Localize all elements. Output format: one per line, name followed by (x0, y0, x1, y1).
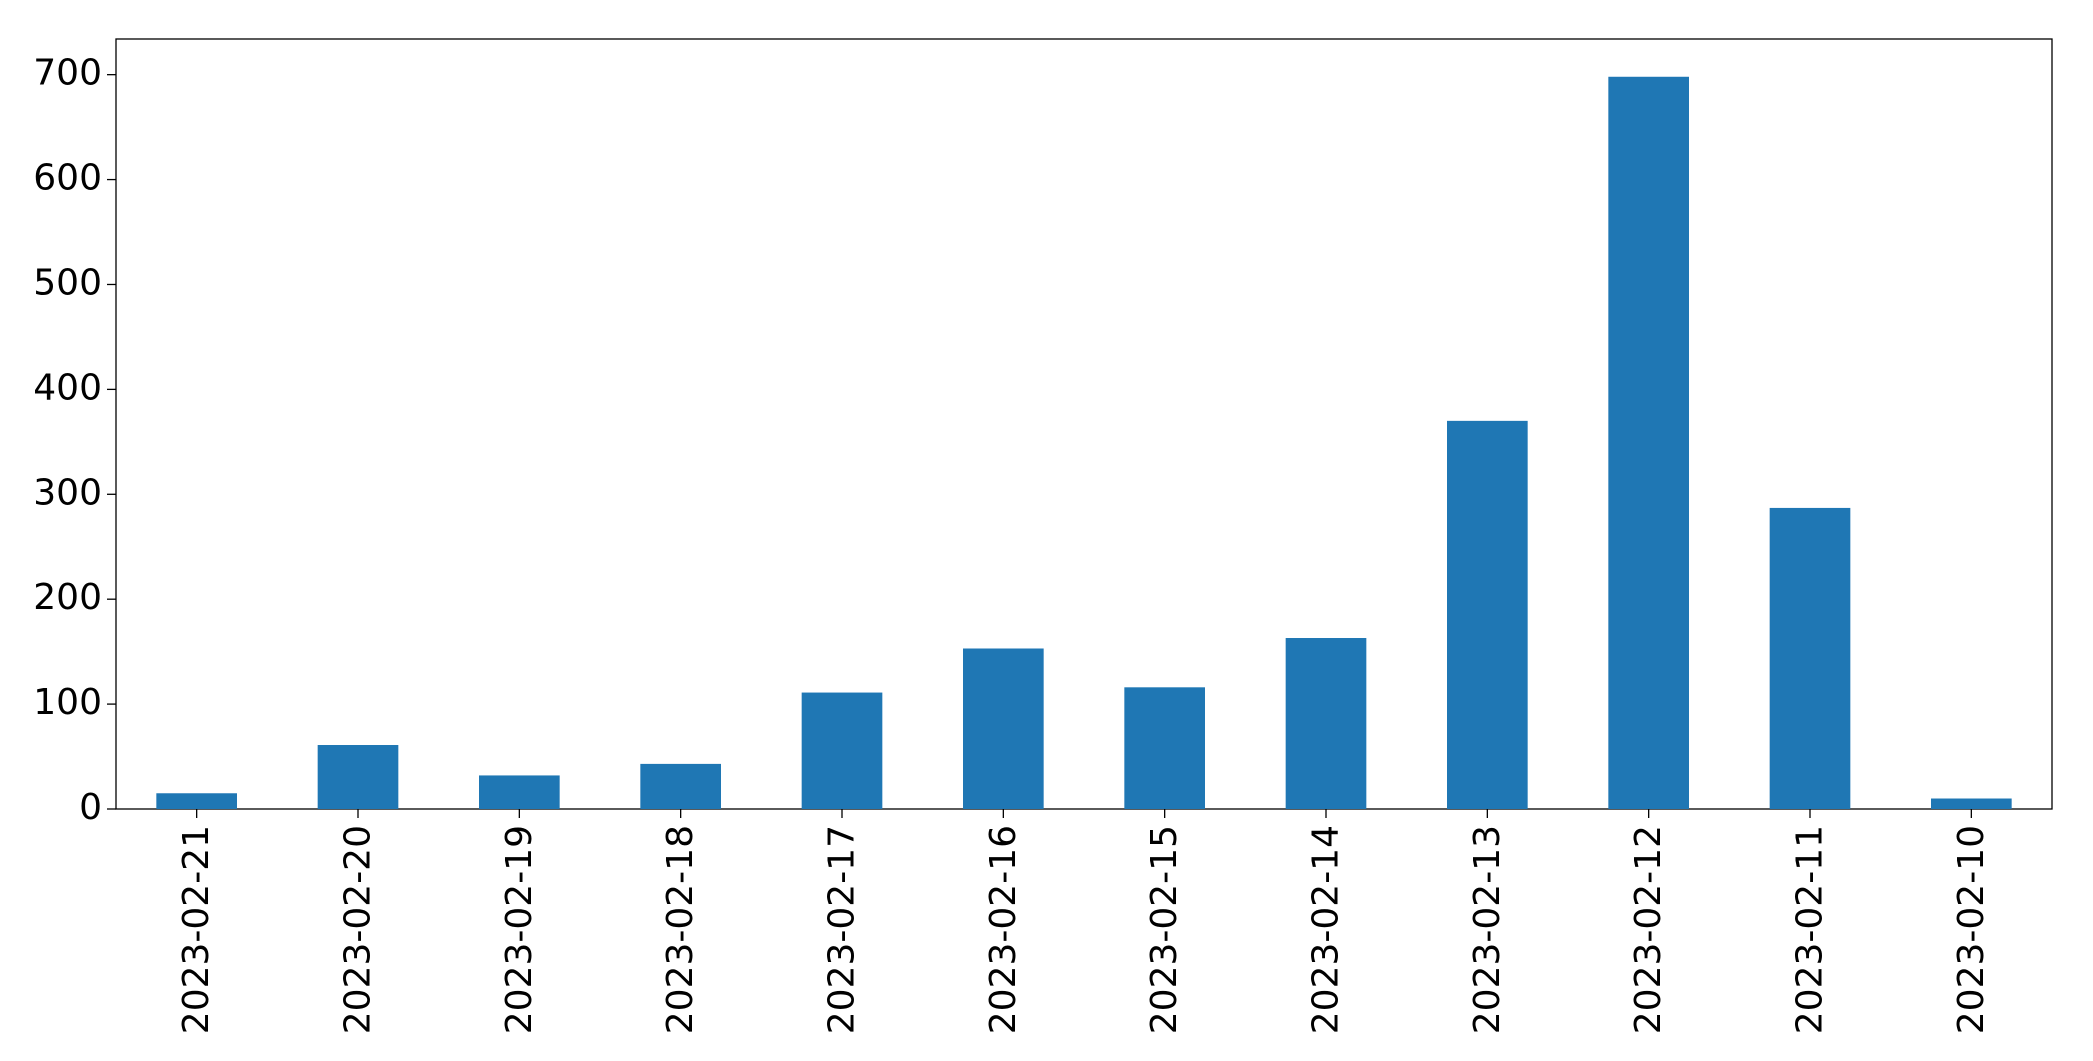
y-tick-label: 300 (33, 472, 102, 513)
x-tick-label: 2023-02-14 (1306, 825, 1347, 1034)
y-tick-label: 0 (79, 787, 102, 828)
bar (1447, 420, 1528, 809)
bar (963, 648, 1044, 809)
x-tick-label: 2023-02-10 (1951, 825, 1992, 1034)
x-tick-label: 2023-02-18 (660, 825, 701, 1034)
y-tick-label: 100 (33, 682, 102, 723)
y-tick-label: 200 (33, 577, 102, 618)
y-tick-label: 500 (33, 262, 102, 303)
x-tick-label: 2023-02-19 (499, 825, 540, 1034)
x-tick-label: 2023-02-15 (1144, 825, 1185, 1034)
bar (1931, 798, 2012, 809)
bar (801, 692, 883, 809)
x-tick-label: 2023-02-13 (1467, 825, 1508, 1034)
bar (1608, 76, 1689, 809)
x-tick-label: 2023-02-20 (338, 825, 379, 1034)
x-tick-label: 2023-02-17 (822, 825, 863, 1034)
bar (640, 763, 721, 809)
bar (479, 775, 560, 809)
bar (1769, 507, 1851, 809)
x-tick-label: 2023-02-16 (983, 825, 1024, 1034)
bar (317, 745, 399, 809)
y-tick-label: 600 (33, 158, 102, 199)
bar (156, 793, 237, 809)
x-tick-label: 2023-02-21 (176, 825, 217, 1034)
y-tick-label: 700 (33, 53, 102, 94)
bar (1285, 638, 1367, 809)
x-tick-label: 2023-02-11 (1790, 825, 1831, 1034)
y-tick-label: 400 (33, 367, 102, 408)
bar (1124, 687, 1205, 809)
x-tick-label: 2023-02-12 (1628, 825, 1669, 1034)
axes-frame (115, 38, 2053, 810)
